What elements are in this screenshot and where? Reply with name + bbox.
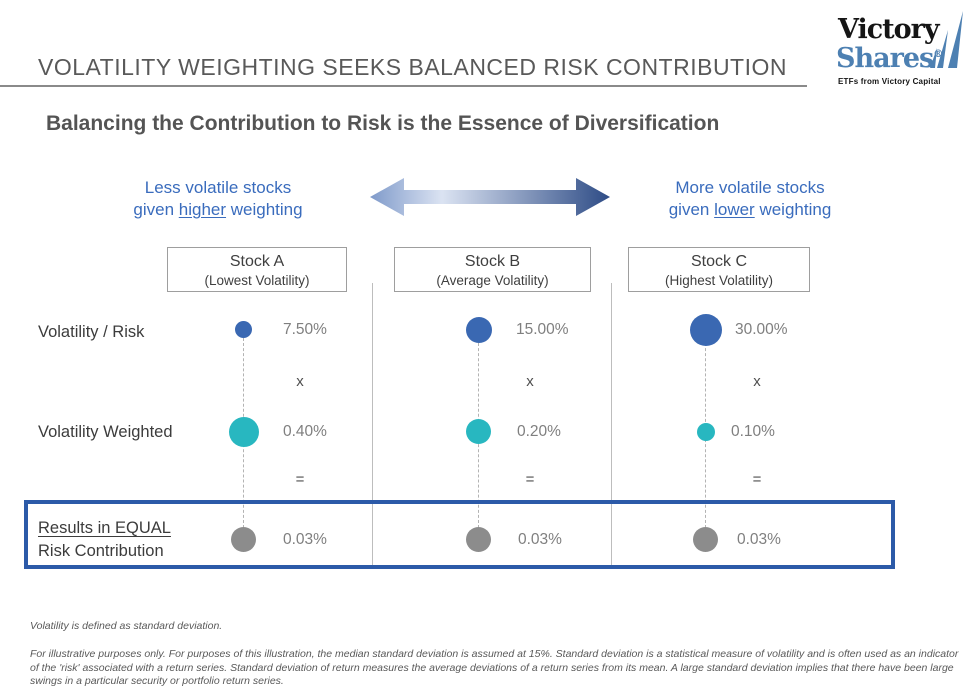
- result-dot-stock-c: [693, 527, 718, 552]
- registered-mark: ®: [933, 49, 943, 60]
- multiply-symbol-c: x: [753, 373, 761, 390]
- footnote-definition: Volatility is defined as standard deviat…: [30, 620, 223, 632]
- results-row-label-line2: Risk Contribution: [38, 542, 164, 560]
- logo-shares-text: Shares®: [836, 43, 943, 74]
- title-divider: [0, 85, 807, 87]
- less-volatile-label: Less volatile stocks given higher weight…: [106, 177, 330, 221]
- multiply-symbol-b: x: [526, 373, 534, 390]
- weighted-dot-stock-b: [466, 419, 491, 444]
- logo-tagline: ETFs from Victory Capital: [838, 77, 941, 86]
- volatility-value-stock-a: 7.50%: [283, 321, 327, 338]
- volatility-dot-stock-a: [235, 321, 252, 338]
- stock-a-subtitle: (Lowest Volatility): [204, 273, 310, 288]
- victoryshares-swoosh-icon: [924, 10, 966, 79]
- result-value-stock-c: 0.03%: [737, 531, 781, 548]
- equals-symbol-c: =: [752, 471, 762, 488]
- more-volatile-line1: More volatile stocks: [675, 178, 825, 197]
- column-divider-2: [611, 283, 612, 567]
- volatility-dot-stock-c: [690, 314, 722, 346]
- equals-symbol-b: =: [525, 471, 535, 488]
- multiply-symbol-a: x: [296, 373, 304, 390]
- volatility-dot-stock-b: [466, 317, 492, 343]
- stock-c-subtitle: (Highest Volatility): [664, 273, 774, 288]
- page-title: VOLATILITY WEIGHTING SEEKS BALANCED RISK…: [38, 54, 788, 80]
- slide-subtitle: Balancing the Contribution to Risk is th…: [46, 112, 720, 135]
- result-value-stock-a: 0.03%: [283, 531, 327, 548]
- more-volatile-line2: given lower weighting: [668, 200, 832, 219]
- weighted-dot-stock-a: [229, 417, 259, 447]
- less-volatile-line1: Less volatile stocks: [144, 178, 292, 197]
- stock-a-header: Stock A (Lowest Volatility): [167, 247, 347, 292]
- logo-victory-text: Victory: [838, 14, 940, 45]
- more-volatile-label: More volatile stocks given lower weighti…: [638, 177, 862, 221]
- weighted-dot-stock-c: [697, 423, 715, 441]
- results-row-label: Results in EQUAL Risk Contribution: [38, 517, 171, 563]
- weighted-value-stock-a: 0.40%: [283, 423, 327, 440]
- result-dot-stock-b: [466, 527, 491, 552]
- volatility-weighted-row-label: Volatility Weighted: [38, 423, 173, 441]
- gradient-double-arrow-icon: [368, 175, 612, 224]
- stock-c-header: Stock C (Highest Volatility): [628, 247, 810, 292]
- stock-a-name: Stock A: [229, 253, 285, 270]
- result-dot-stock-a: [231, 527, 256, 552]
- column-divider-1: [372, 283, 373, 567]
- volatility-value-stock-b: 15.00%: [516, 321, 569, 338]
- stock-b-header: Stock B (Average Volatility): [394, 247, 591, 292]
- stock-b-subtitle: (Average Volatility): [436, 273, 549, 288]
- stock-b-name: Stock B: [464, 253, 521, 270]
- weighted-value-stock-c: 0.10%: [731, 423, 775, 440]
- volatility-value-stock-c: 30.00%: [735, 321, 788, 338]
- footnote-disclaimer: For illustrative purposes only. For purp…: [30, 648, 959, 687]
- results-row-label-line1: Results in EQUAL: [38, 519, 171, 537]
- stock-c-name: Stock C: [690, 253, 747, 270]
- volatility-risk-row-label: Volatility / Risk: [38, 323, 145, 341]
- less-volatile-line2: given higher weighting: [133, 200, 303, 219]
- result-value-stock-b: 0.03%: [518, 531, 562, 548]
- equals-symbol-a: =: [295, 471, 305, 488]
- logo-shares-word: Shares: [836, 43, 934, 74]
- equal-risk-highlight-box: [24, 500, 895, 569]
- weighted-value-stock-b: 0.20%: [517, 423, 561, 440]
